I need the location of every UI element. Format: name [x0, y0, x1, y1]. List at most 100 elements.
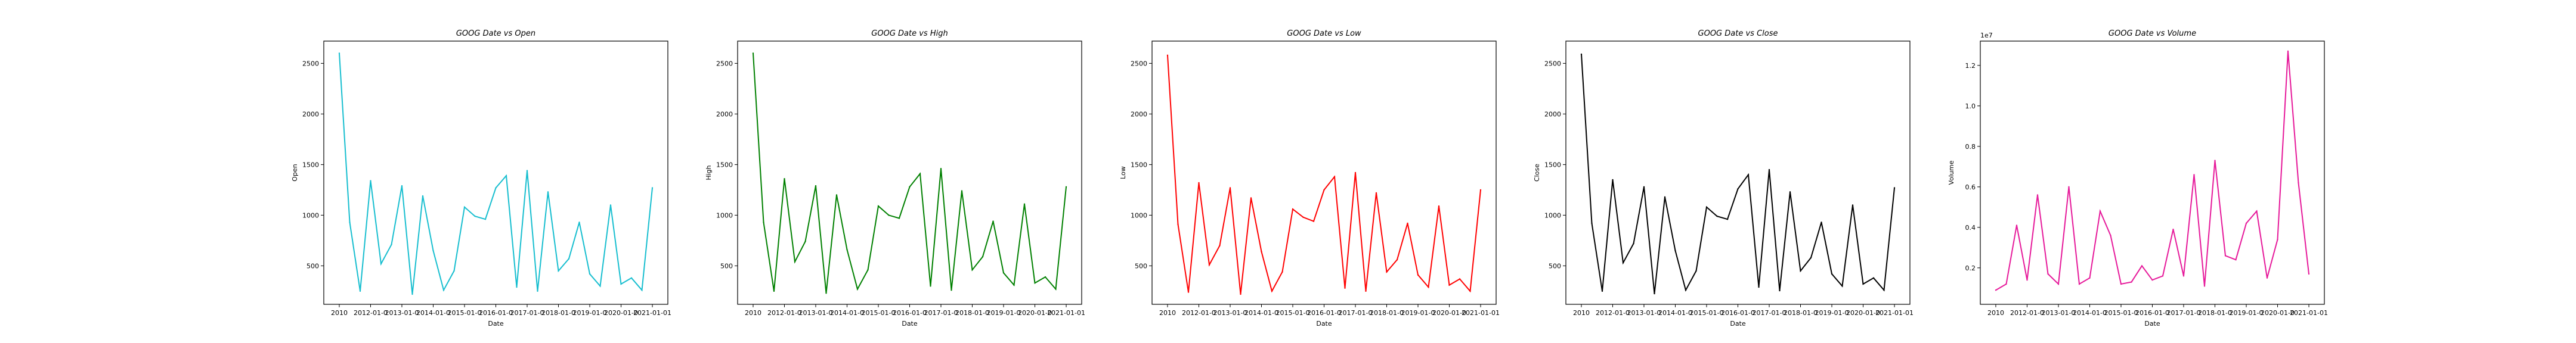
x-tick-label: 2021-01-01 — [1875, 309, 1914, 317]
y-axis-label: Close — [1533, 164, 1541, 182]
x-tick-label: 2012-01-0 — [1596, 309, 1630, 317]
data-point — [1643, 186, 1645, 188]
data-point — [1633, 242, 1634, 245]
data-point — [463, 206, 466, 208]
y-tick-label: 1.2 — [1965, 62, 1976, 70]
data-point — [432, 250, 434, 252]
x-tick-label: 2015-01-0 — [448, 309, 482, 317]
data-point — [961, 190, 963, 192]
series-line — [1995, 51, 2309, 291]
data-point — [2047, 273, 2049, 275]
data-point — [370, 180, 371, 182]
data-point — [930, 285, 931, 287]
x-tick-label: 2017-01-0 — [924, 309, 958, 317]
data-point — [1261, 251, 1262, 252]
y-tick-label: 1000 — [716, 211, 733, 219]
x-tick-label: 2010 — [1573, 309, 1590, 317]
data-point — [2224, 255, 2227, 257]
data-point — [2214, 160, 2216, 161]
x-tick-label: 2018-01-0 — [1784, 309, 1818, 317]
data-point — [2277, 239, 2278, 241]
data-point — [609, 204, 612, 206]
data-point — [2078, 283, 2080, 285]
data-point — [971, 269, 973, 271]
x-tick-label: 2015-01-0 — [1276, 309, 1310, 317]
data-point — [2308, 273, 2310, 275]
data-point — [474, 215, 476, 217]
data-point — [804, 241, 806, 242]
data-point — [1198, 182, 1200, 184]
y-tick-label: 1.0 — [1965, 102, 1976, 110]
x-tick-label: 2017-01-0 — [1753, 309, 1787, 317]
data-point — [1250, 197, 1252, 199]
data-point — [442, 289, 445, 291]
y-tick-label: 1500 — [1131, 161, 1147, 169]
data-point — [877, 205, 880, 207]
x-tick-label: 2021-01-01 — [2290, 309, 2328, 317]
y-tick-label: 2000 — [1544, 110, 1561, 118]
data-point — [1862, 283, 1864, 285]
data-point — [1208, 264, 1210, 266]
x-tick-label: 2020-01-0 — [604, 309, 638, 317]
y-tick-label: 500 — [1135, 262, 1147, 270]
data-point — [526, 170, 528, 172]
data-point — [1995, 289, 1997, 291]
data-point — [2287, 50, 2289, 52]
y-tick-label: 1500 — [716, 161, 733, 169]
series-line — [1581, 54, 1895, 294]
x-tick-label: 2012-01-0 — [767, 309, 801, 317]
data-point — [1354, 172, 1357, 174]
data-point — [2110, 235, 2111, 236]
data-point — [815, 185, 817, 187]
x-tick-label: 2020-01-0 — [1432, 309, 1466, 317]
data-point — [349, 222, 351, 223]
x-tick-label: 2012-01-0 — [1182, 309, 1216, 317]
x-tick-label: 2016-01-0 — [2135, 309, 2169, 317]
x-tick-label: 2012-01-0 — [354, 309, 388, 317]
data-point — [2162, 275, 2164, 277]
series-line — [1167, 55, 1481, 295]
x-tick-label: 2020-01-0 — [1846, 309, 1880, 317]
data-point — [651, 187, 654, 189]
series-line — [339, 53, 653, 295]
y-tick-label: 2500 — [716, 60, 733, 67]
data-point — [1428, 286, 1429, 288]
plot-frame — [737, 40, 1082, 305]
data-point — [1716, 215, 1718, 217]
data-point — [1292, 208, 1294, 210]
y-tick-label: 0.6 — [1965, 183, 1976, 191]
x-tick-label: 2010 — [1987, 309, 2004, 317]
y-tick-label: 2000 — [302, 110, 319, 118]
data-point — [867, 269, 869, 271]
y-offset-label: 1e7 — [1980, 32, 1993, 39]
data-point — [1654, 292, 1655, 295]
chart-panel-2: GOOG Date vs High 500 1000 1500 2000 2500 2010… — [705, 29, 1085, 328]
data-point — [2099, 210, 2101, 212]
x-tick-label: 2018-01-0 — [541, 309, 575, 317]
data-point — [338, 52, 340, 54]
x-tick-label: 2014-01-0 — [416, 309, 450, 317]
x-axis-label: Date — [1730, 320, 1746, 328]
data-point — [589, 273, 591, 275]
data-point — [1365, 290, 1367, 292]
x-tick-label: 2010 — [745, 309, 761, 317]
x-axis-label: Date — [488, 320, 504, 328]
data-point — [558, 270, 559, 272]
data-point — [888, 214, 890, 216]
y-tick-label: 2000 — [716, 110, 733, 118]
data-point — [2298, 182, 2299, 184]
data-point — [2005, 283, 2007, 285]
data-point — [1333, 176, 1336, 177]
data-point — [1375, 192, 1377, 194]
data-point — [1820, 222, 1822, 223]
data-point — [1479, 189, 1482, 191]
data-point — [2151, 279, 2153, 281]
data-point — [1705, 206, 1708, 208]
x-tick-label: 2018-01-0 — [955, 309, 989, 317]
data-point — [2141, 265, 2143, 267]
chart-panel-5: GOOG Date vs Volume 0.2 0.4 0.6 0.8 1.0 1.2 1e7… — [1948, 29, 2328, 328]
data-point — [1841, 285, 1843, 287]
x-tick-label: 2010 — [1159, 309, 1176, 317]
data-point — [630, 277, 633, 279]
data-point — [1779, 289, 1781, 292]
